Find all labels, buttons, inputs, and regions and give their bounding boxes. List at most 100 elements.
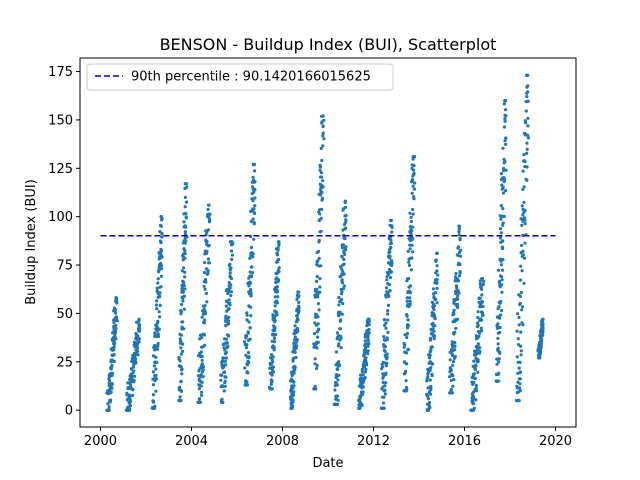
data-point [388, 254, 392, 258]
data-point [363, 339, 367, 343]
data-point [482, 279, 486, 283]
data-point [204, 291, 208, 296]
data-point [251, 252, 255, 256]
data-point [343, 205, 348, 209]
data-point [454, 326, 458, 330]
data-point [151, 399, 155, 403]
data-point [276, 248, 280, 252]
data-point [270, 339, 274, 343]
data-point [361, 392, 365, 396]
data-point [179, 398, 183, 403]
data-point [434, 297, 438, 301]
data-point [272, 325, 276, 329]
data-point [200, 393, 204, 397]
data-point [454, 271, 458, 276]
data-point [197, 377, 201, 382]
data-point [478, 331, 482, 335]
data-point [253, 204, 257, 208]
data-point [475, 352, 479, 356]
x-tick-label: 2012 [357, 434, 390, 449]
data-point [114, 326, 118, 331]
data-point [292, 393, 296, 397]
data-point [525, 95, 529, 99]
data-point [480, 300, 485, 304]
data-point [428, 404, 432, 409]
data-point [504, 168, 508, 172]
data-point [410, 229, 414, 233]
data-point [334, 350, 338, 354]
data-point [412, 163, 416, 168]
data-point [114, 337, 118, 341]
data-point [336, 398, 340, 402]
data-point [205, 300, 209, 304]
data-point [452, 312, 456, 316]
data-point [471, 402, 476, 406]
data-point [502, 102, 506, 106]
data-point [269, 362, 273, 366]
data-point [273, 295, 277, 299]
data-point [340, 255, 344, 259]
data-point [160, 217, 164, 221]
data-point [520, 223, 524, 227]
data-point [269, 382, 273, 386]
data-point [245, 380, 249, 384]
data-point [319, 216, 323, 220]
data-point [499, 217, 503, 221]
data-point [154, 355, 158, 359]
data-point [224, 304, 228, 308]
data-point [457, 224, 461, 228]
data-point [297, 300, 301, 304]
data-point [156, 342, 160, 346]
data-point [343, 252, 347, 256]
data-point [321, 179, 325, 183]
data-point [156, 281, 160, 285]
data-point [501, 221, 505, 225]
data-point [204, 280, 208, 284]
data-point [312, 332, 316, 336]
data-point [200, 355, 204, 359]
data-point [366, 352, 370, 356]
data-point [272, 336, 277, 340]
data-point [270, 353, 274, 357]
data-point [201, 368, 205, 372]
data-point [247, 361, 251, 365]
data-point [205, 239, 209, 244]
data-point [451, 353, 455, 357]
data-point [390, 259, 394, 263]
data-point [159, 248, 163, 253]
data-point [408, 296, 412, 300]
data-point [292, 384, 296, 388]
data-point [363, 346, 368, 350]
data-point [335, 383, 339, 387]
data-point [249, 314, 253, 318]
data-point [155, 347, 159, 351]
data-point [411, 212, 415, 216]
data-point [207, 203, 211, 207]
data-point [456, 306, 460, 310]
data-point [112, 359, 116, 363]
data-point [412, 168, 416, 172]
data-point [526, 84, 530, 88]
data-point [342, 262, 346, 266]
data-point [526, 133, 530, 137]
data-point [432, 307, 436, 312]
data-point [182, 294, 186, 298]
data-point [435, 286, 439, 290]
data-point [522, 281, 526, 285]
data-point [181, 320, 185, 324]
data-point [221, 343, 226, 347]
data-point [453, 340, 457, 345]
data-point [385, 355, 389, 359]
data-point [125, 393, 129, 397]
data-point [292, 390, 296, 394]
data-point [296, 290, 300, 294]
data-point [522, 153, 526, 157]
data-point [321, 125, 325, 129]
data-point [206, 269, 210, 273]
data-point [499, 299, 503, 304]
data-point [316, 340, 320, 344]
data-point [519, 290, 524, 295]
data-point [409, 268, 413, 272]
data-point [220, 397, 224, 401]
